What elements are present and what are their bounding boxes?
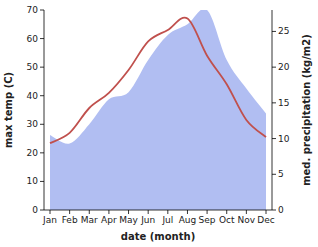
x-tick xyxy=(89,210,90,214)
chart: 0 10 20 30 40 50 60 70 0 5 10 15 20 25 Jan FebMarAprMay… xyxy=(0,0,318,247)
y-tick-label: 20 xyxy=(27,148,39,158)
x-tick xyxy=(128,210,129,214)
y2-tick-label: 0 xyxy=(278,205,284,215)
y-tick-label: 40 xyxy=(27,91,39,101)
x-tick-label: Oct xyxy=(219,215,235,225)
y-tick xyxy=(40,124,44,125)
x-tick-label: Dec xyxy=(257,215,274,225)
y-tick xyxy=(40,181,44,182)
y2-tick-label: 25 xyxy=(278,26,289,36)
y2-tick xyxy=(272,31,276,32)
x-axis-title: date (month) xyxy=(121,231,195,242)
x-tick xyxy=(187,210,188,214)
y-tick-label: 50 xyxy=(27,62,39,72)
y-tick-label: 60 xyxy=(27,34,39,44)
axes: 0 10 20 30 40 50 60 70 0 5 10 15 20 25 Jan FebMarAprMay… xyxy=(3,5,312,242)
x-tick-label: Jan xyxy=(42,215,57,225)
x-axis-line xyxy=(44,210,272,211)
y2-tick xyxy=(272,138,276,139)
x-tick-label: Sep xyxy=(199,215,216,225)
y2-axis-line xyxy=(272,10,273,210)
x-tick-label: Aug xyxy=(179,215,197,225)
x-tick-label: Feb xyxy=(62,215,78,225)
x-tick xyxy=(167,210,168,214)
y-tick xyxy=(40,152,44,153)
x-tick xyxy=(50,210,51,214)
x-tick-label: Jun xyxy=(140,215,155,225)
y-tick-label: 30 xyxy=(27,119,39,129)
x-tick xyxy=(266,210,267,214)
x-tick-label: Jul xyxy=(161,215,173,225)
y-tick-label: 70 xyxy=(27,5,39,15)
y2-tick xyxy=(272,102,276,103)
x-tick-label: Apr xyxy=(101,215,117,225)
y2-tick xyxy=(272,67,276,68)
temp-line xyxy=(50,18,266,143)
x-tick-label: Nov xyxy=(238,215,256,225)
y-tick xyxy=(40,10,44,11)
x-tick-label: May xyxy=(119,215,138,225)
x-tick xyxy=(148,210,149,214)
x-tick xyxy=(246,210,247,214)
y-axis-line xyxy=(44,10,45,210)
y2-tick-label: 20 xyxy=(278,62,290,72)
x-tick xyxy=(108,210,109,214)
y-tick xyxy=(40,38,44,39)
y2-tick xyxy=(272,210,276,211)
y2-axis-title: med. precipitation (kg/m2) xyxy=(301,34,312,186)
y2-tick-label: 15 xyxy=(278,98,289,108)
y2-tick-label: 5 xyxy=(278,169,284,179)
y-tick xyxy=(40,95,44,96)
y-tick-label: 10 xyxy=(27,176,39,186)
precip-area xyxy=(50,10,266,210)
y-axis-title: max temp (C) xyxy=(3,72,14,148)
y-tick xyxy=(40,210,44,211)
x-tick xyxy=(226,210,227,214)
x-tick-label: Mar xyxy=(81,215,98,225)
y2-tick xyxy=(272,174,276,175)
plot-marks xyxy=(50,10,266,210)
y-tick xyxy=(40,67,44,68)
x-tick xyxy=(207,210,208,214)
y2-tick-label: 10 xyxy=(278,134,290,144)
y-tick-label: 0 xyxy=(32,205,38,215)
x-tick xyxy=(69,210,70,214)
